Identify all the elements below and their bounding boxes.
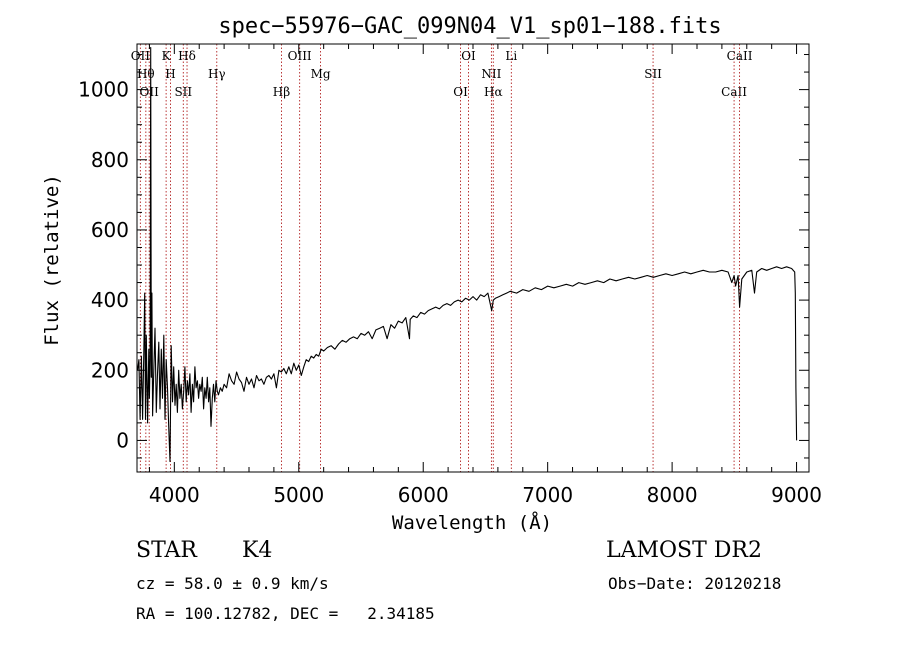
line-label-14: Hα (484, 85, 503, 99)
line-label-5: SII (174, 85, 192, 99)
chart-title: spec−55976−GAC_099N04_V1_sp01−188.fits (218, 14, 721, 39)
line-label-3: K (162, 49, 172, 63)
y-tick-label-0: 0 (116, 428, 129, 452)
spectrum-line (137, 46, 798, 463)
y-axis-label: Flux (relative) (41, 174, 63, 346)
line-label-11: OI (453, 85, 468, 99)
line-label-13: NII (481, 67, 501, 81)
y-tick-label-800: 800 (91, 148, 129, 172)
survey-name: LAMOST DR2 (606, 538, 762, 563)
ra-dec: RA = 100.12782, DEC = 2.34185 (136, 604, 435, 623)
y-tick-label-200: 200 (91, 358, 129, 382)
x-tick-label-6000: 6000 (398, 483, 449, 507)
x-tick-label-4000: 4000 (149, 483, 200, 507)
plot-frame (136, 43, 810, 473)
line-label-12: OI (461, 49, 476, 63)
line-label-6: Hδ (178, 49, 196, 63)
x-axis-label: Wavelength (Å) (392, 511, 552, 534)
line-label-9: OIII (288, 49, 312, 63)
line-label-10: Mg (311, 67, 331, 81)
x-tick-label-9000: 9000 (771, 483, 822, 507)
observation-date: Obs−Date: 20120218 (608, 574, 782, 593)
line-label-7: Hγ (208, 67, 226, 81)
y-tick-label-400: 400 (91, 288, 129, 312)
line-label-2: OII (140, 85, 160, 99)
plot-area: OII Hθ OII KH SII Hδ Hγ Hβ OIII Mg OI OI NII Hα Li SII C… (78, 43, 822, 507)
y-tick-label-1000: 1000 (78, 78, 129, 102)
line-label-15: Li (505, 49, 517, 63)
line-label-8: Hβ (273, 85, 290, 99)
object-class: STAR (136, 538, 197, 563)
line-label-17: CaII (721, 85, 747, 99)
x-tick-label-7000: 7000 (522, 483, 573, 507)
line-label-16: SII (644, 67, 662, 81)
y-tick-label-600: 600 (91, 218, 129, 242)
line-label-4: H (165, 67, 175, 81)
line-label-0: OII (131, 49, 151, 63)
line-label-1: Hθ (137, 67, 155, 81)
object-subclass: K4 (242, 538, 273, 563)
redshift-cz: cz = 58.0 ± 0.9 km/s (136, 574, 329, 593)
x-tick-label-8000: 8000 (647, 483, 698, 507)
x-tick-label-5000: 5000 (273, 483, 324, 507)
line-label-18: CaII (727, 49, 753, 63)
